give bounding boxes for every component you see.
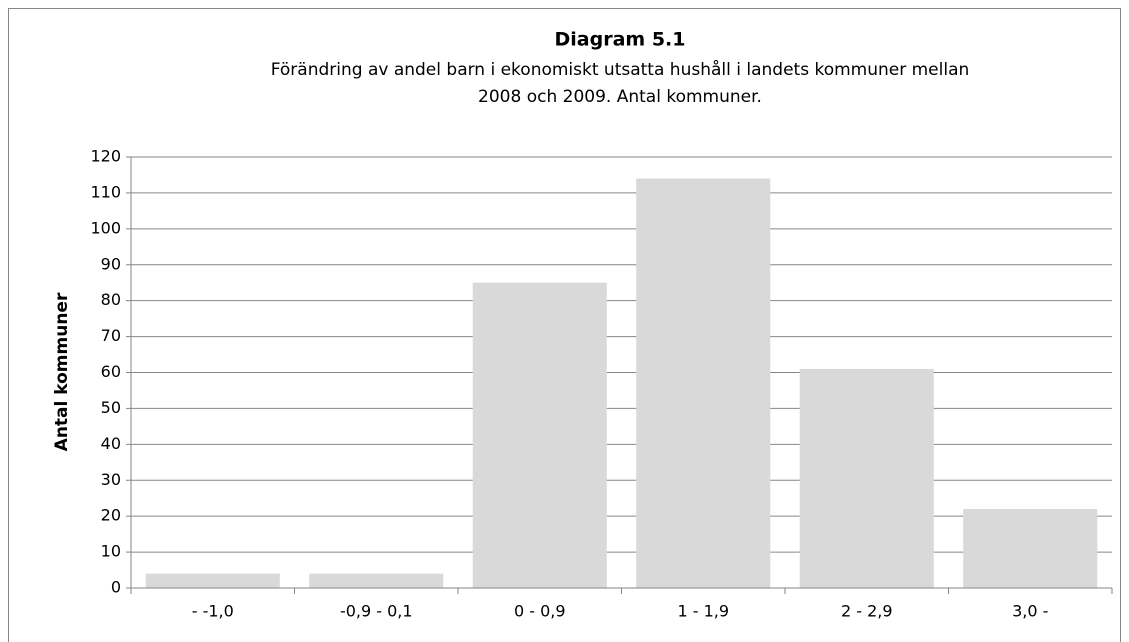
y-tick-label: 70: [101, 326, 121, 345]
y-tick-label: 50: [101, 398, 121, 417]
y-tick-label: 10: [101, 542, 121, 561]
bar: [636, 178, 771, 589]
chart-frame: [8, 8, 1121, 642]
bar: [472, 282, 607, 588]
y-tick-label: 110: [90, 182, 121, 201]
y-tick-label: 20: [101, 506, 121, 525]
chart-subtitle: Förändring av andel barn i ekonomiskt ut…: [271, 59, 970, 80]
x-tick-label: 1 - 1,9: [677, 602, 729, 621]
bar: [145, 573, 280, 588]
x-tick-label: -0,9 - 0,1: [340, 602, 413, 621]
x-tick-label: 2 - 2,9: [841, 602, 893, 621]
y-tick-label: 90: [101, 254, 121, 273]
chart-title: Diagram 5.1: [555, 29, 686, 51]
bar: [309, 573, 444, 588]
y-tick-label: 40: [101, 434, 121, 453]
bar: [963, 508, 1098, 588]
y-tick-label: 80: [101, 290, 121, 309]
y-tick-label: 60: [101, 362, 121, 381]
bar: [799, 368, 934, 588]
x-tick-label: 0 - 0,9: [514, 602, 566, 621]
chart-subtitle: 2008 och 2009. Antal kommuner.: [478, 87, 762, 107]
y-tick-label: 0: [111, 578, 121, 597]
y-tick-label: 120: [90, 147, 121, 166]
x-tick-label: - -1,0: [192, 602, 234, 621]
y-axis-label: Antal kommuner: [52, 292, 72, 451]
y-tick-label: 30: [101, 470, 121, 489]
y-tick-label: 100: [90, 218, 121, 237]
x-tick-label: 3,0 -: [1012, 602, 1048, 621]
